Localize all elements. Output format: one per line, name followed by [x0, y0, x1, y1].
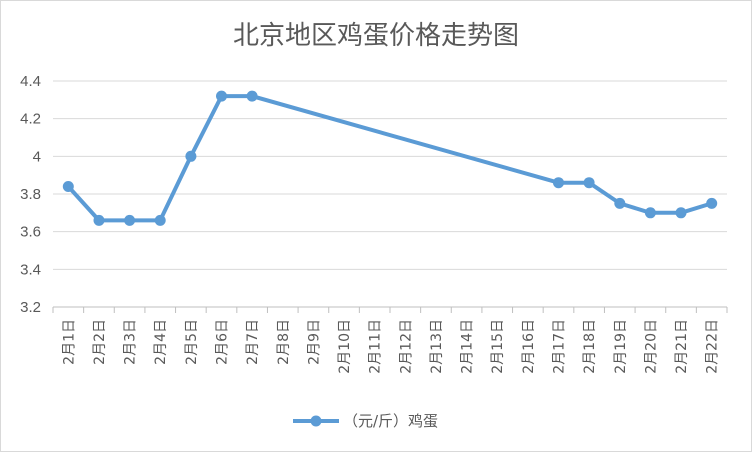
chart-title: 北京地区鸡蛋价格走势图 [233, 21, 519, 51]
y-tick-label: 4.2 [20, 111, 41, 128]
x-tick-label: 2月20日 [643, 319, 659, 374]
x-tick-label: 2月8日 [276, 319, 292, 365]
x-tick-label: 2月17日 [552, 319, 568, 374]
y-tick-label: 4 [33, 148, 41, 165]
data-point [62, 181, 74, 192]
data-point [553, 177, 564, 189]
data-point [93, 214, 105, 226]
x-tick-label: 2月5日 [184, 319, 200, 365]
data-point [154, 214, 166, 226]
y-tick-label: 3.8 [20, 186, 41, 203]
legend: （元/斤）鸡蛋 [293, 412, 438, 430]
data-point [216, 90, 227, 102]
x-tick-label: 2月18日 [582, 319, 598, 374]
data-point [246, 90, 258, 102]
x-tick-label: 2月13日 [429, 319, 445, 374]
data-point [583, 177, 595, 189]
legend-label: （元/斤）鸡蛋 [343, 412, 438, 430]
x-tick-label: 2月16日 [521, 319, 537, 374]
gridlines [53, 80, 727, 308]
x-tick-label: 2月15日 [490, 319, 506, 374]
x-tick-label: 2月12日 [398, 319, 414, 374]
x-tick-label: 2月7日 [245, 319, 261, 365]
series-egg-price [62, 90, 718, 226]
x-tick-label: 2月19日 [613, 319, 629, 374]
legend-marker [310, 415, 322, 427]
data-point [644, 207, 656, 219]
x-axis: 2月1日 2月2日 2月3日 2月4日 2月5日 2月6日 2月7日 2月8日 2月9日 2月10… [52, 307, 728, 374]
y-tick-label: 3.2 [20, 299, 41, 316]
x-tick-label: 2月2日 [92, 319, 108, 365]
y-tick-label: 3.4 [20, 261, 41, 278]
x-tick-label: 2月4日 [153, 319, 169, 365]
data-point [675, 207, 687, 219]
x-tick-label: 2月14日 [460, 319, 476, 374]
x-tick-label: 2月22日 [705, 319, 721, 374]
x-tick-label: 2月9日 [306, 319, 322, 365]
y-axis: 3.2 3.4 3.6 3.8 4 4.2 4.4 [20, 73, 41, 316]
x-tick-label: 2月6日 [215, 319, 231, 365]
data-point [706, 197, 718, 209]
x-tick-label: 2月3日 [123, 319, 139, 365]
x-tick-label: 2月21日 [674, 319, 690, 374]
y-tick-label: 4.4 [20, 73, 41, 90]
data-point [124, 214, 136, 226]
x-tick-label: 2月10日 [337, 319, 353, 374]
x-tick-label: 2月11日 [368, 319, 384, 374]
y-tick-label: 3.6 [20, 224, 41, 241]
data-point [614, 197, 626, 209]
data-point [185, 150, 197, 162]
x-tick-label: 2月1日 [61, 319, 77, 365]
